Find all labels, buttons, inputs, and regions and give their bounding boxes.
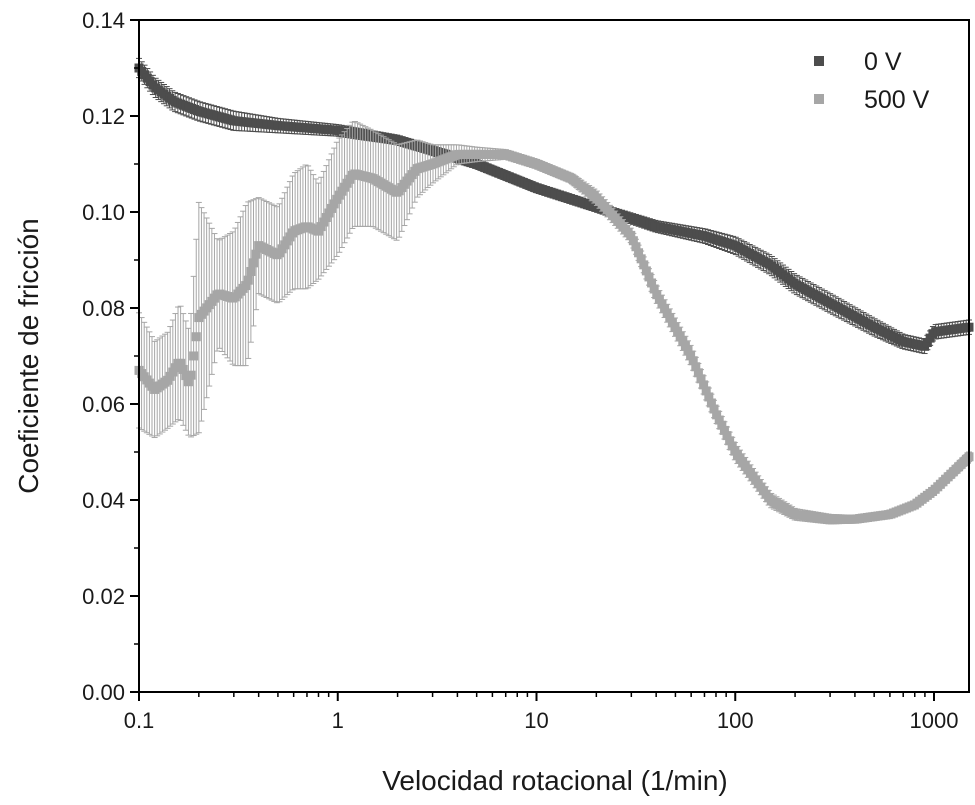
data-point	[251, 249, 261, 259]
data-point	[191, 332, 201, 342]
series-0v	[134, 57, 974, 355]
data-point	[725, 436, 735, 446]
data-point	[634, 248, 644, 258]
data-point	[626, 230, 636, 240]
x-tick-label: 1000	[910, 708, 959, 733]
data-point	[319, 217, 329, 227]
data-point	[178, 364, 188, 374]
data-point	[699, 380, 709, 390]
data-point	[712, 410, 722, 420]
x-tick-label: 10	[524, 708, 548, 733]
data-point	[714, 415, 724, 425]
data-point	[316, 222, 326, 232]
y-tick-label: 0.12	[82, 104, 125, 129]
data-point	[644, 272, 654, 282]
data-point	[680, 341, 690, 351]
data-point	[667, 318, 677, 328]
y-tick-label: 0.08	[82, 296, 125, 321]
data-point	[641, 266, 651, 276]
legend-label-500v: 500 V	[864, 86, 930, 114]
legend-label-0v: 0 V	[864, 48, 902, 76]
data-point	[647, 278, 657, 288]
y-tick-label: 0.14	[82, 8, 125, 33]
data-point	[652, 290, 662, 300]
data-point	[662, 308, 672, 318]
data-point	[327, 203, 337, 213]
y-tick-label: 0.10	[82, 200, 125, 225]
legend-marker-500v	[814, 94, 824, 104]
data-point	[688, 356, 698, 366]
data-point	[696, 374, 706, 384]
data-point	[670, 322, 680, 332]
data-point	[324, 208, 334, 218]
y-tick-label: 0.02	[82, 584, 125, 609]
axis-ticks: 0.00 0.02 0.04 0.06 0.08 0.10 0.12 0.14 0.1 1 10 10…	[82, 8, 958, 733]
data-point	[329, 199, 339, 209]
data-point	[722, 431, 732, 441]
data-point	[636, 254, 646, 264]
plot-marks	[134, 57, 974, 525]
data-point	[727, 441, 737, 451]
data-point	[704, 392, 714, 402]
x-tick-label: 100	[717, 708, 754, 733]
data-point	[321, 213, 331, 223]
data-point	[654, 294, 664, 304]
x-tick-label: 0.1	[124, 708, 155, 733]
data-point	[709, 404, 719, 414]
data-point	[181, 371, 191, 381]
data-point	[176, 358, 186, 368]
data-point	[248, 258, 258, 268]
data-point	[243, 275, 253, 285]
data-point	[649, 284, 659, 294]
x-tick-label: 1	[332, 708, 344, 733]
data-point	[691, 362, 701, 372]
data-point	[719, 425, 729, 435]
data-point	[678, 336, 688, 346]
data-point	[246, 267, 256, 277]
legend-marker-0v	[814, 56, 824, 66]
data-point	[657, 299, 667, 309]
data-point	[639, 260, 649, 270]
data-point	[683, 345, 693, 355]
y-tick-label: 0.06	[82, 392, 125, 417]
data-point	[314, 226, 324, 236]
data-point	[660, 304, 670, 314]
y-axis-title: Coeficiente de fricción	[13, 218, 44, 493]
x-axis-title: Velocidad rotacional (1/min)	[382, 765, 728, 796]
data-point	[717, 420, 727, 430]
series-500v	[134, 121, 974, 525]
data-point	[673, 327, 683, 337]
y-tick-label: 0.04	[82, 488, 125, 513]
data-point	[665, 313, 675, 323]
data-point	[693, 368, 703, 378]
data-point	[706, 398, 716, 408]
data-point	[628, 236, 638, 246]
y-tick-label: 0.00	[82, 680, 125, 705]
legend: 0 V 500 V	[814, 48, 930, 114]
data-point	[241, 281, 251, 291]
data-point	[631, 242, 641, 252]
data-point	[701, 386, 711, 396]
data-point	[189, 351, 199, 361]
data-point	[186, 370, 196, 380]
data-point	[183, 377, 193, 387]
data-point	[675, 331, 685, 341]
data-point	[686, 350, 696, 360]
